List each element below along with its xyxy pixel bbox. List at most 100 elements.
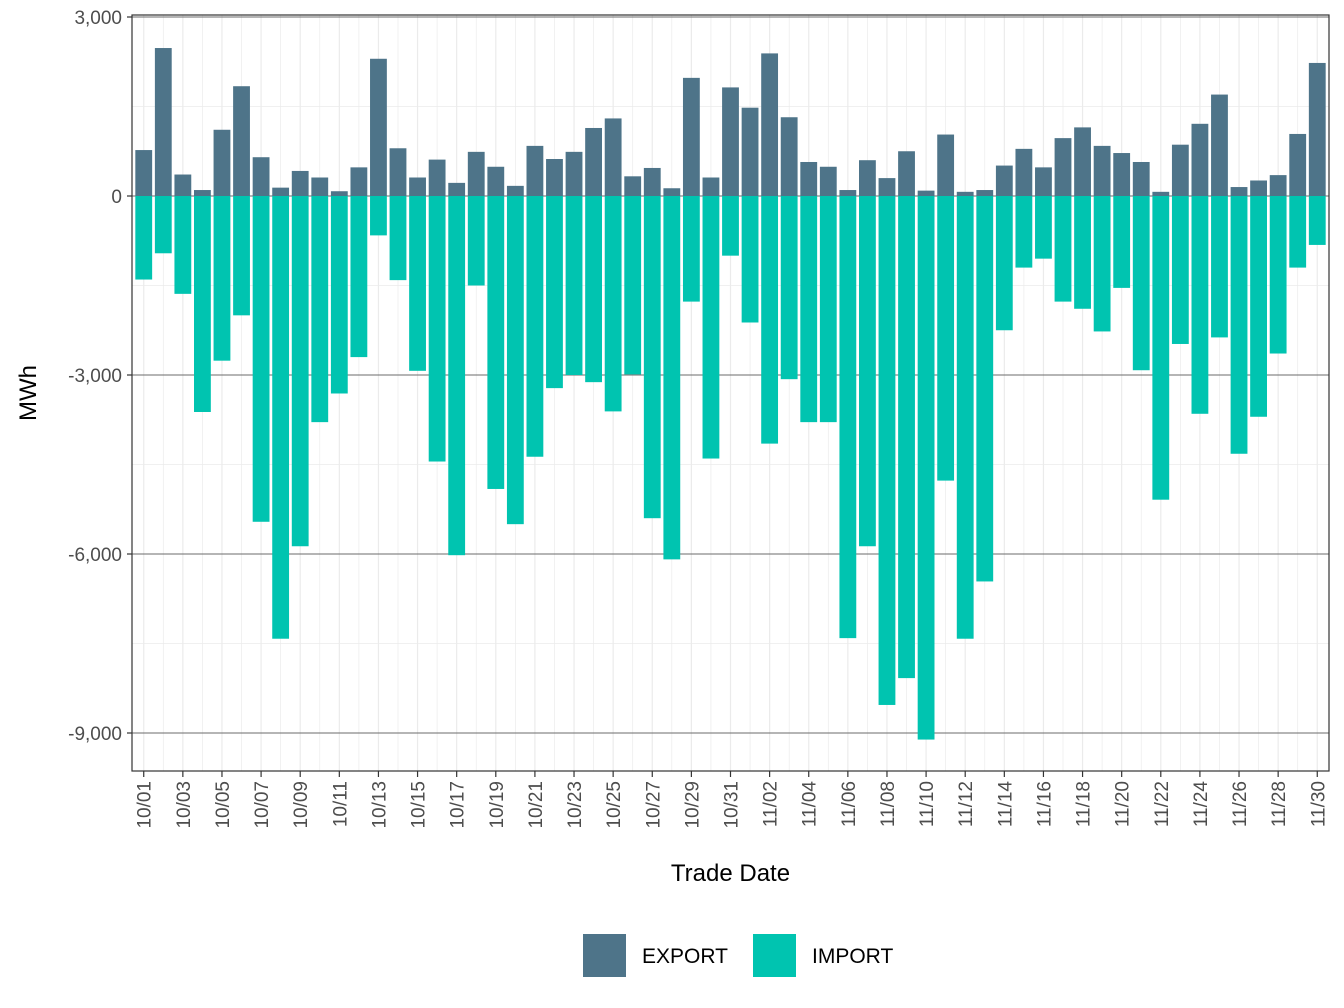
x-tick-label: 10/03	[174, 781, 195, 829]
bar-import-11-05	[819, 196, 837, 423]
bar-export-10-21	[526, 145, 544, 196]
legend-swatch-import	[753, 934, 796, 977]
bar-import-11-16	[1035, 196, 1052, 259]
bar-export-10-14	[389, 148, 407, 196]
bar-export-11-26	[1230, 187, 1248, 196]
bar-export-11-14	[995, 165, 1013, 196]
bar-export-11-24	[1191, 123, 1209, 196]
bar-import-10-01	[135, 196, 153, 280]
bar-export-10-05	[213, 129, 231, 196]
bar-export-10-10	[311, 177, 329, 196]
x-tick-label: 10/27	[643, 781, 664, 829]
bar-export-10-09	[291, 170, 309, 196]
bar-import-11-25	[1211, 196, 1228, 338]
x-tick-label: 11/24	[1191, 781, 1212, 828]
x-tick-label: 10/15	[409, 781, 430, 829]
x-tick-label: 10/13	[369, 781, 390, 829]
bar-import-11-09	[898, 196, 915, 679]
bar-export-10-24	[585, 127, 602, 196]
bar-import-10-28	[663, 196, 681, 560]
bar-export-11-22	[1152, 191, 1170, 196]
x-tick-label: 10/19	[487, 781, 508, 829]
bar-export-11-19	[1093, 145, 1111, 196]
bar-import-11-27	[1250, 196, 1267, 417]
bar-export-10-31	[722, 87, 739, 196]
x-tick-label: 11/22	[1152, 781, 1173, 827]
bar-export-10-01	[135, 150, 153, 196]
bar-import-10-18	[467, 196, 485, 286]
bar-import-11-28	[1269, 196, 1287, 354]
x-tick-label: 11/26	[1230, 781, 1251, 827]
x-tick-label: 11/12	[956, 781, 977, 827]
bar-import-10-05	[213, 196, 231, 361]
bar-import-11-11	[937, 196, 955, 481]
bar-import-10-02	[154, 196, 172, 254]
bar-export-11-13	[976, 190, 994, 196]
x-tick-label: 10/23	[565, 781, 586, 829]
bar-export-10-13	[370, 58, 387, 197]
x-tick-label: 11/20	[1113, 781, 1134, 827]
bar-export-10-28	[663, 188, 681, 196]
bar-export-10-27	[643, 167, 661, 196]
bar-import-11-03	[780, 196, 798, 380]
bars	[135, 48, 1326, 740]
bar-export-10-22	[546, 159, 563, 196]
bar-export-11-17	[1054, 138, 1072, 196]
y-tick-label: -6,000	[68, 545, 122, 566]
bar-import-11-04	[800, 196, 818, 423]
bar-export-11-05	[819, 166, 837, 196]
bar-import-10-07	[252, 196, 270, 522]
bar-export-11-15	[1015, 148, 1033, 196]
bar-import-10-24	[585, 196, 602, 383]
bar-import-10-04	[194, 196, 211, 412]
x-tick-label: 10/11	[330, 781, 351, 827]
x-tick-label: 11/04	[800, 781, 821, 828]
bar-export-10-11	[330, 191, 348, 196]
bar-export-11-03	[780, 117, 798, 196]
bar-import-11-21	[1132, 196, 1150, 371]
bar-export-10-02	[154, 48, 172, 196]
y-tick-label: -9,000	[68, 724, 122, 745]
x-tick-label: 10/01	[135, 781, 156, 829]
bar-export-11-29	[1289, 133, 1307, 196]
x-tick-label: 10/29	[682, 781, 703, 829]
bar-export-10-08	[272, 187, 290, 196]
bar-export-11-09	[898, 151, 915, 196]
x-tick-label: 11/28	[1269, 781, 1290, 827]
bar-import-11-13	[976, 196, 994, 582]
bar-export-11-30	[1308, 62, 1326, 197]
bar-import-10-14	[389, 196, 407, 281]
x-tick-label: 11/30	[1308, 781, 1329, 827]
bar-export-10-06	[233, 86, 250, 196]
bar-export-10-04	[194, 190, 211, 196]
x-axis: 10/01 10/03 10/05 10/07 10/09 10/11 10/13 10/15…	[135, 771, 1329, 829]
bar-import-10-12	[350, 196, 368, 358]
bar-import-10-27	[643, 196, 661, 519]
bar-import-10-23	[565, 196, 583, 375]
bar-export-11-28	[1269, 175, 1287, 196]
bar-import-11-06	[839, 196, 857, 639]
bar-import-10-19	[487, 196, 505, 489]
bar-import-11-17	[1054, 196, 1072, 302]
bar-export-10-12	[350, 167, 368, 196]
bar-export-10-29	[682, 77, 700, 196]
bar-export-10-19	[487, 166, 505, 196]
bar-import-10-06	[233, 196, 250, 316]
x-tick-label: 10/09	[291, 781, 312, 829]
bar-export-11-01	[741, 107, 759, 196]
bar-export-10-20	[506, 185, 524, 196]
bar-import-11-14	[995, 196, 1013, 331]
bar-export-10-25	[604, 118, 622, 196]
x-tick-label: 11/08	[878, 781, 899, 827]
x-tick-label: 11/16	[1034, 781, 1055, 827]
bar-import-11-07	[859, 196, 876, 547]
bar-export-11-25	[1211, 94, 1228, 196]
bar-export-10-30	[702, 177, 720, 196]
x-tick-label: 11/06	[839, 781, 860, 827]
bar-import-10-26	[624, 196, 642, 375]
x-tick-label: 10/07	[252, 781, 273, 829]
y-axis-title: MWh	[15, 365, 42, 421]
bar-import-10-10	[311, 196, 329, 423]
